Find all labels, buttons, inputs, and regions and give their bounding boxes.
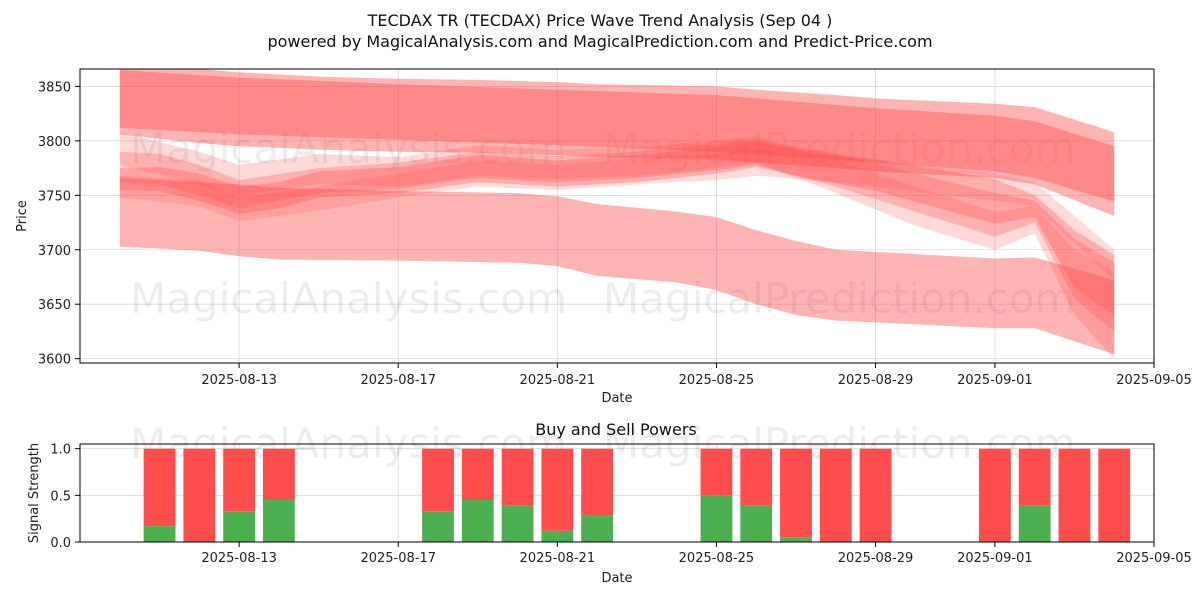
sell-bar: [183, 448, 216, 542]
price-y-tick-label: 3600: [38, 353, 71, 368]
buy-bar: [740, 505, 773, 542]
buy-bar: [262, 500, 295, 542]
sell-bar: [461, 448, 494, 500]
buy-sell-x-axis-label: Date: [601, 571, 632, 586]
buy-sell-x-tick-label: 2025-08-21: [520, 551, 596, 566]
buy-sell-y-axis-label: Signal Strength: [27, 443, 42, 543]
sell-bar: [581, 448, 614, 516]
price-plot-area: [80, 69, 1154, 363]
price-band-mid-wave-4: [119, 149, 1115, 281]
price-grid: [80, 69, 1155, 363]
buy-sell-x-ticks: 2025-08-13 2025-08-17 2025-08-21 2025-08-25…: [201, 542, 1192, 566]
price-band-lower-channel: [119, 177, 1115, 355]
buy-sell-y-ticks: 0.0 0.5 1.0: [50, 443, 80, 551]
sell-bar: [223, 448, 256, 512]
watermark-analysis-bottom: MagicalAnalysis.com: [130, 274, 567, 323]
watermark-prediction-bottom: MagicalPrediction.com: [603, 274, 1076, 323]
buy-sell-y-tick-label: 0.0: [50, 536, 71, 551]
price-band-upper-channel: [119, 69, 1115, 216]
price-x-tick-label: 2025-08-13: [201, 373, 277, 388]
price-y-ticks: 3600 3650 3700 3750 3800 3850: [38, 80, 80, 368]
buy-bar: [1018, 505, 1051, 542]
buy-sell-panel: Buy and Sell Powers MagicalAnalysis.com …: [27, 419, 1192, 586]
watermark-analysis-top: MagicalAnalysis.com: [130, 124, 567, 173]
price-y-tick-label: 3850: [38, 80, 71, 95]
sell-bar: [262, 448, 295, 500]
price-x-tick-label: 2025-08-25: [679, 373, 755, 388]
sell-bar: [1058, 448, 1091, 542]
buy-bar: [700, 495, 733, 542]
price-y-axis-label: Price: [15, 200, 30, 232]
sell-bar: [859, 448, 892, 542]
price-band-upper-channel-core: [119, 70, 1115, 202]
price-y-tick-label: 3750: [38, 189, 71, 204]
sell-bar: [740, 448, 773, 506]
buy-sell-x-tick-label: 2025-09-01: [957, 551, 1033, 566]
buy-sell-bars: [143, 448, 1131, 542]
sell-bar: [1018, 448, 1051, 506]
price-x-tick-label: 2025-08-21: [520, 373, 596, 388]
sell-bar: [143, 448, 176, 527]
buy-sell-y-tick-label: 0.5: [50, 489, 71, 504]
buy-sell-y-tick-label: 1.0: [50, 443, 71, 458]
price-x-tick-label: 2025-09-01: [957, 373, 1033, 388]
buy-bar: [581, 515, 614, 542]
price-plot-frame: [79, 68, 1155, 364]
figure-subtitle: powered by MagicalAnalysis.com and Magic…: [267, 32, 932, 51]
price-bands: [119, 69, 1115, 359]
price-x-tick-label: 2025-08-17: [360, 373, 436, 388]
price-wave-panel: MagicalAnalysis.com MagicalPrediction.co…: [15, 68, 1192, 406]
sell-bar: [422, 448, 454, 512]
sell-bar: [780, 448, 812, 538]
sell-bar: [501, 448, 534, 506]
buy-sell-title: Buy and Sell Powers: [535, 420, 697, 439]
sell-bar: [1098, 448, 1131, 542]
price-band-mid-wave-1: [119, 142, 1115, 316]
buy-bar: [780, 537, 812, 542]
watermark-prediction-top: MagicalPrediction.com: [603, 124, 1076, 173]
price-watermarks: MagicalAnalysis.com MagicalPrediction.co…: [130, 124, 1076, 323]
buy-sell-x-tick-label: 2025-09-05: [1116, 551, 1192, 566]
buy-bar: [422, 511, 454, 542]
buy-sell-x-tick-label: 2025-08-13: [201, 551, 277, 566]
price-band-mid-wave-3: [119, 132, 1115, 359]
sell-bar: [978, 448, 1011, 542]
price-y-tick-label: 3800: [38, 135, 71, 150]
buy-bar: [461, 500, 494, 542]
price-y-tick-label: 3700: [38, 244, 71, 259]
sell-bar: [819, 448, 852, 542]
price-x-axis-label: Date: [601, 391, 632, 406]
buy-sell-x-tick-label: 2025-08-29: [838, 551, 914, 566]
price-band-mid-wave-2: [119, 139, 1115, 332]
buy-sell-x-tick-label: 2025-08-17: [360, 551, 436, 566]
buy-bar: [501, 505, 534, 542]
sell-bar: [700, 448, 733, 496]
price-x-tick-label: 2025-09-05: [1116, 373, 1192, 388]
buy-bar: [143, 526, 176, 542]
figure-title: TECDAX TR (TECDAX) Price Wave Trend Anal…: [367, 11, 833, 30]
sell-bar: [541, 448, 574, 531]
price-y-tick-label: 3650: [38, 298, 71, 313]
buy-sell-plot-frame: [79, 443, 1155, 543]
price-x-tick-label: 2025-08-29: [838, 373, 914, 388]
buy-bar: [541, 530, 574, 542]
buy-bar: [223, 511, 256, 542]
buy-sell-plot-area: [80, 444, 1154, 542]
buy-sell-x-tick-label: 2025-08-25: [679, 551, 755, 566]
price-x-ticks: 2025-08-13 2025-08-17 2025-08-21 2025-08-25…: [201, 363, 1192, 388]
